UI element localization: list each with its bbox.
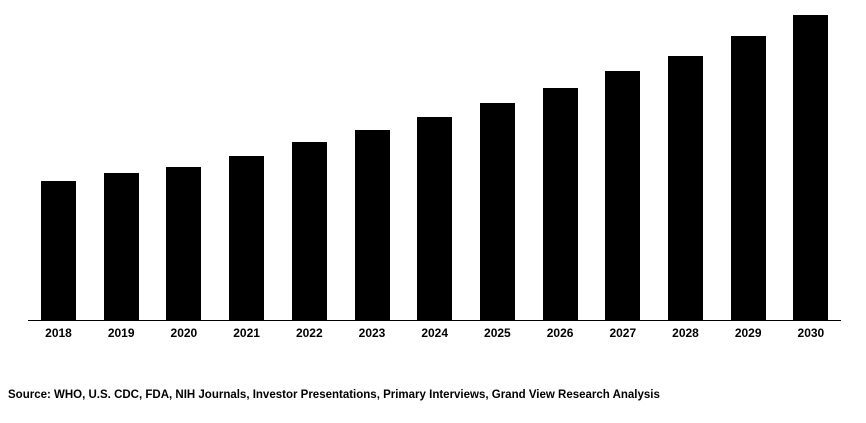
source-note: Source: WHO, U.S. CDC, FDA, NIH Journals…: [8, 389, 660, 401]
x-tick-2029: 2029: [734, 326, 762, 340]
bar-2019: [103, 173, 139, 320]
bar-2027: [605, 71, 641, 320]
x-tick-2028: 2028: [672, 326, 699, 340]
x-tick-2024: 2024: [421, 326, 449, 340]
bar-2026: [542, 88, 578, 320]
x-tick-2023: 2023: [358, 326, 386, 340]
bar-2020: [166, 167, 202, 320]
x-tick-2026: 2026: [546, 326, 574, 340]
bar-2029: [730, 36, 766, 320]
x-tick-2022: 2022: [295, 326, 323, 340]
bar-2028: [668, 56, 703, 320]
x-tick-2027: 2027: [609, 326, 637, 340]
x-tick-2020: 2020: [170, 326, 198, 340]
bar-2022: [291, 142, 327, 320]
x-axis-line: [28, 320, 841, 321]
bar-2024: [417, 117, 453, 320]
bar-2018: [41, 181, 76, 320]
x-tick-2019: 2019: [107, 326, 135, 340]
x-tick-2025: 2025: [484, 326, 511, 340]
x-tick-2018: 2018: [45, 326, 72, 340]
bar-2025: [479, 103, 515, 320]
bar-2023: [354, 130, 390, 320]
bar-2030: [793, 15, 829, 320]
x-tick-2021: 2021: [233, 326, 260, 340]
bar-2021: [229, 156, 265, 320]
x-tick-2030: 2030: [797, 326, 825, 340]
